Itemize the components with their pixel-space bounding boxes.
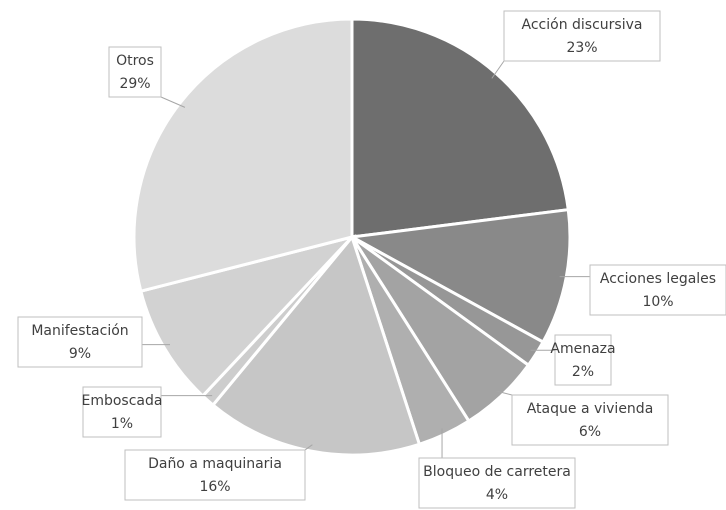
slice-value-label: 4% xyxy=(486,487,508,503)
pie-slice xyxy=(139,234,357,399)
pie-slice xyxy=(350,17,570,239)
label-box xyxy=(511,394,669,446)
slice-value-label: 29% xyxy=(119,76,150,92)
slice-label: Manifestación xyxy=(31,323,128,339)
slice-value-label: 1% xyxy=(111,416,133,432)
leader-line xyxy=(160,96,186,108)
leader-line xyxy=(496,390,513,396)
slice-label: Ataque a vivienda xyxy=(527,401,654,417)
label-box xyxy=(82,386,162,438)
slice-label: Acción discursiva xyxy=(522,17,643,33)
label-box xyxy=(503,10,661,62)
label-box xyxy=(17,316,143,368)
label-box xyxy=(554,334,612,386)
slice-label: Acciones legales xyxy=(600,271,716,287)
slice-value-label: 2% xyxy=(572,364,594,380)
pie-slice xyxy=(210,233,422,457)
label-box xyxy=(124,449,306,501)
slice-value-label: 9% xyxy=(69,346,91,362)
slice-value-label: 6% xyxy=(579,424,601,440)
label-box xyxy=(589,264,726,316)
slice-label: Amenaza xyxy=(550,341,615,357)
label-box xyxy=(108,46,162,98)
label-box xyxy=(418,457,576,509)
slice-label: Otros xyxy=(116,53,154,69)
slice-value-label: 16% xyxy=(199,479,230,495)
leader-line xyxy=(491,60,505,79)
slice-value-label: 23% xyxy=(566,40,597,56)
pie-slice xyxy=(347,208,572,345)
slice-label: Daño a maquinaria xyxy=(148,456,282,472)
pie-slice xyxy=(132,17,354,294)
slice-label: Bloqueo de carretera xyxy=(423,464,571,480)
slice-value-label: 10% xyxy=(642,294,673,310)
leader-line xyxy=(304,444,313,451)
slice-label: Emboscada xyxy=(82,393,163,409)
